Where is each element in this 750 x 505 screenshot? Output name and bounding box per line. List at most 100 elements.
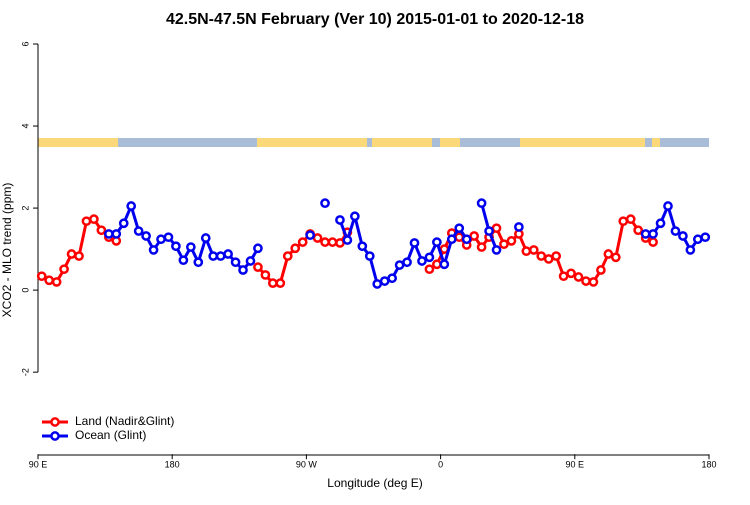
point bbox=[417, 256, 427, 266]
point bbox=[461, 234, 472, 245]
point bbox=[655, 218, 666, 229]
point bbox=[700, 232, 711, 243]
point bbox=[215, 251, 226, 261]
point bbox=[424, 264, 435, 275]
point bbox=[178, 255, 189, 266]
point bbox=[253, 262, 263, 273]
point bbox=[491, 223, 502, 234]
point bbox=[558, 271, 569, 282]
point bbox=[566, 268, 576, 279]
point bbox=[484, 226, 494, 236]
point bbox=[648, 237, 658, 247]
point bbox=[126, 201, 137, 211]
y-tick-label: 2 bbox=[20, 206, 30, 211]
point bbox=[439, 259, 450, 270]
point bbox=[148, 245, 159, 255]
point bbox=[528, 245, 539, 255]
point bbox=[171, 241, 181, 252]
point bbox=[387, 273, 397, 284]
point bbox=[454, 232, 465, 243]
point bbox=[551, 251, 562, 261]
point bbox=[118, 218, 129, 229]
point bbox=[648, 229, 658, 239]
point bbox=[81, 216, 92, 227]
y-tick-label: -2 bbox=[20, 368, 30, 376]
point bbox=[514, 222, 524, 232]
point bbox=[230, 257, 241, 268]
point bbox=[208, 251, 219, 261]
x-tick-label: 180 bbox=[165, 460, 180, 470]
point bbox=[409, 238, 420, 248]
point bbox=[350, 211, 360, 222]
x-tick-label: 90 E bbox=[566, 460, 585, 470]
point bbox=[476, 242, 487, 252]
point bbox=[193, 257, 204, 268]
x-tick-label: 0 bbox=[438, 460, 443, 470]
point bbox=[260, 270, 271, 280]
point bbox=[305, 230, 315, 241]
point bbox=[372, 279, 383, 289]
y-tick-label: 4 bbox=[20, 124, 30, 129]
point bbox=[476, 198, 487, 209]
point bbox=[335, 215, 345, 225]
legend-marker bbox=[50, 431, 60, 441]
point bbox=[320, 237, 330, 247]
point bbox=[573, 272, 584, 282]
point bbox=[163, 232, 174, 243]
point bbox=[536, 251, 547, 261]
point bbox=[454, 223, 465, 234]
point bbox=[364, 251, 375, 261]
point bbox=[678, 231, 688, 241]
point bbox=[394, 260, 405, 270]
x-tick-label: 180 bbox=[701, 460, 716, 470]
point bbox=[499, 239, 509, 250]
y-axis-label: XCO2 - MLO trend (ppm) bbox=[0, 183, 14, 318]
point bbox=[297, 237, 308, 247]
point bbox=[357, 241, 368, 252]
point bbox=[342, 235, 353, 245]
point bbox=[327, 237, 338, 247]
y-tick-label: 0 bbox=[20, 288, 30, 293]
point bbox=[74, 251, 84, 261]
point bbox=[588, 277, 599, 287]
point bbox=[141, 231, 151, 241]
point bbox=[603, 249, 614, 259]
legend-label: Ocean (Glint) bbox=[75, 428, 146, 442]
point bbox=[670, 226, 681, 236]
point bbox=[103, 229, 114, 239]
point bbox=[290, 243, 301, 254]
point bbox=[66, 249, 77, 259]
point bbox=[379, 276, 390, 286]
point bbox=[335, 238, 345, 248]
point bbox=[491, 245, 502, 255]
land-mask-strip bbox=[38, 138, 709, 147]
point bbox=[543, 254, 554, 264]
point bbox=[402, 257, 412, 268]
point bbox=[581, 276, 591, 286]
point bbox=[506, 236, 517, 246]
point bbox=[692, 234, 703, 245]
point bbox=[432, 259, 442, 270]
point bbox=[185, 242, 196, 252]
point bbox=[633, 225, 644, 236]
point bbox=[96, 225, 107, 236]
point bbox=[663, 201, 673, 211]
point bbox=[469, 231, 479, 241]
point bbox=[156, 234, 166, 245]
point bbox=[268, 278, 278, 288]
point bbox=[432, 237, 442, 247]
point bbox=[596, 265, 606, 275]
legend-marker bbox=[50, 417, 60, 427]
point bbox=[521, 246, 532, 257]
point bbox=[312, 233, 323, 243]
point bbox=[625, 214, 636, 225]
point bbox=[685, 245, 696, 255]
x-tick-label: 90 E bbox=[29, 460, 48, 470]
point bbox=[640, 229, 651, 239]
point bbox=[44, 275, 55, 286]
point bbox=[253, 243, 263, 254]
point bbox=[610, 252, 621, 263]
point bbox=[424, 252, 435, 263]
point bbox=[36, 271, 47, 282]
